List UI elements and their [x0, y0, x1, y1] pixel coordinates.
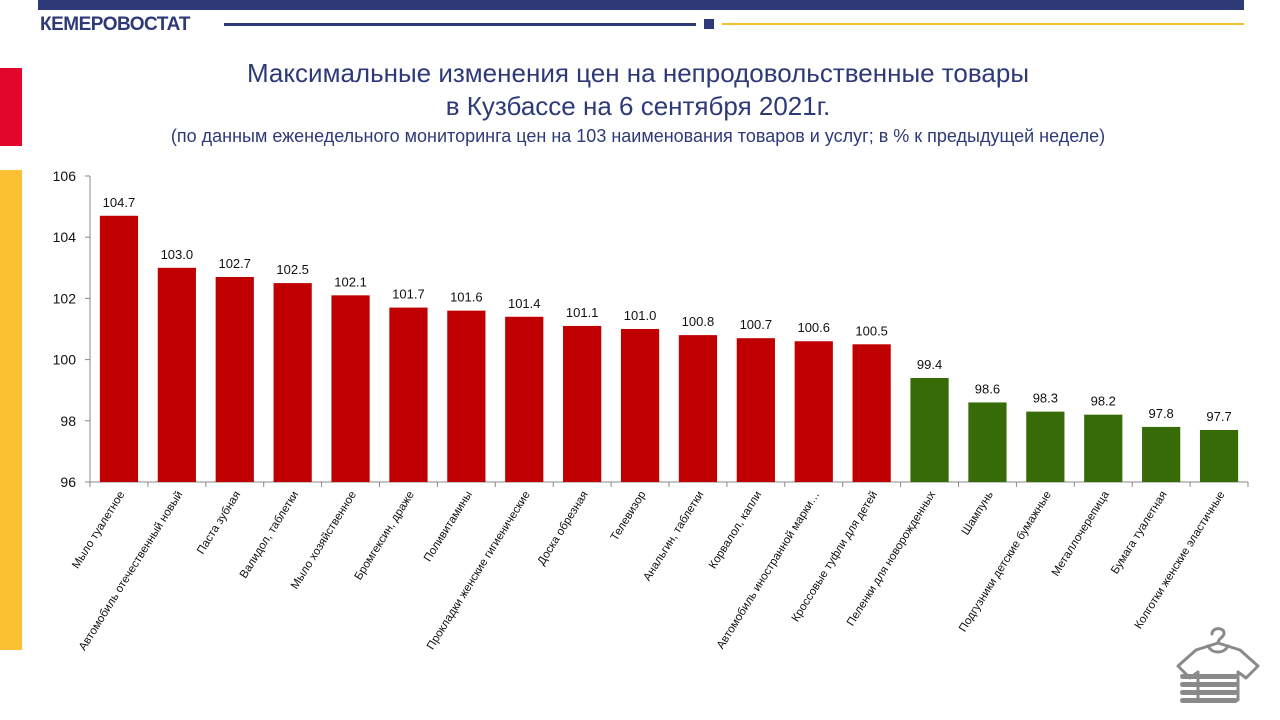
- category-label: Поливитамины: [422, 489, 475, 564]
- data-label: 100.8: [682, 314, 715, 329]
- bar: [215, 276, 254, 482]
- bar: [389, 307, 428, 482]
- data-label: 101.0: [624, 308, 657, 323]
- bar: [1026, 411, 1065, 482]
- header-rule-blue: [224, 23, 696, 26]
- side-accent-yellow: [0, 170, 22, 650]
- bar: [1084, 414, 1123, 482]
- data-label: 99.4: [917, 357, 942, 372]
- category-label: Прокладки женские гигиенические: [425, 489, 533, 652]
- data-label: 100.5: [855, 323, 888, 338]
- bar: [447, 310, 486, 482]
- data-label: 98.6: [975, 381, 1000, 396]
- category-label: Доска обрезная: [536, 489, 591, 567]
- y-tick-label: 100: [53, 352, 77, 368]
- category-label: Автомобиль иностранной марки…: [715, 489, 822, 651]
- bar: [1199, 429, 1239, 482]
- header-rule-square: [704, 19, 714, 29]
- data-label: 102.5: [276, 262, 309, 277]
- clothes-stack-icon: [1176, 627, 1260, 703]
- chart-title-line-2: в Кузбассе на 6 сентября 2021г.: [445, 91, 831, 121]
- bar: [620, 329, 660, 482]
- bar: [910, 377, 949, 482]
- bar: [273, 283, 312, 482]
- category-label: Телевизор: [609, 489, 649, 543]
- data-label: 100.7: [740, 317, 773, 332]
- category-label: Бромгексин, драже: [353, 489, 417, 582]
- bar: [331, 295, 370, 482]
- category-label: Корвалол, капли: [707, 489, 764, 571]
- category-label: Шампунь: [960, 489, 996, 537]
- bar: [505, 316, 544, 482]
- category-label: Паста зубная: [195, 489, 243, 556]
- brand-logo-text: КЕМЕРОВОСТАТ: [40, 14, 191, 35]
- top-accent-bar: [38, 0, 1244, 10]
- bar: [678, 335, 718, 482]
- bar: [794, 341, 833, 482]
- category-label: Автомобиль отечественный новый: [77, 489, 185, 653]
- data-label: 101.7: [392, 287, 425, 302]
- bar: [157, 267, 196, 482]
- y-tick-label: 106: [53, 168, 77, 184]
- category-label: Мыло хозяйственное: [289, 489, 359, 591]
- category-label: Валидол, таблетки: [238, 489, 301, 580]
- data-label: 98.2: [1091, 394, 1116, 409]
- side-accent-red: [0, 68, 22, 146]
- data-label: 101.1: [566, 305, 599, 320]
- data-label: 101.4: [508, 296, 541, 311]
- chart-title-line-1: Максимальные изменения цен на непродовол…: [246, 58, 1030, 88]
- header-rule-yellow: [722, 23, 1244, 25]
- category-label: Металлочерепица: [1050, 489, 1112, 579]
- data-label: 102.7: [218, 256, 251, 271]
- category-label: Бумага туалетная: [1109, 489, 1170, 576]
- bar: [852, 344, 891, 482]
- y-tick-label: 104: [53, 229, 77, 245]
- data-label: 97.8: [1148, 406, 1173, 421]
- data-label: 101.6: [450, 290, 483, 305]
- chart-subtitle: (по данным еженедельного мониторинга цен…: [170, 126, 1106, 146]
- y-tick-label: 102: [53, 290, 77, 306]
- data-label: 97.7: [1206, 409, 1231, 424]
- y-tick-label: 98: [60, 413, 76, 429]
- bar: [968, 402, 1007, 482]
- y-tick-label: 96: [60, 474, 76, 490]
- bar: [563, 325, 602, 482]
- bar: [736, 338, 775, 482]
- data-label: 104.7: [103, 195, 136, 210]
- data-label: 102.1: [334, 274, 367, 289]
- bar: [99, 215, 139, 482]
- bar: [1142, 426, 1181, 482]
- data-label: 103.0: [161, 247, 194, 262]
- category-label: Мыло туалетное: [70, 489, 127, 571]
- data-label: 100.6: [797, 320, 830, 335]
- data-label: 98.3: [1033, 391, 1058, 406]
- category-label: Анальгин, таблетки: [641, 489, 706, 583]
